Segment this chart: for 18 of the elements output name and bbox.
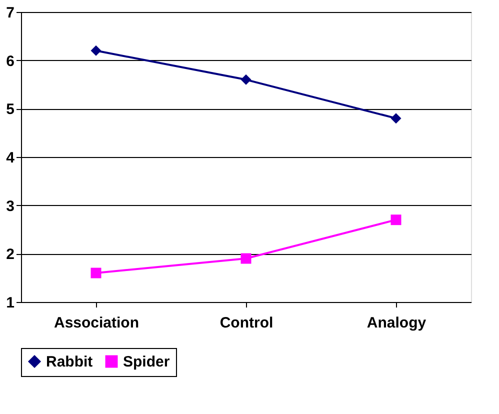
x-tick-label: Association — [54, 314, 140, 332]
point — [240, 74, 252, 85]
y-tick-label: 6 — [6, 52, 14, 70]
point — [240, 253, 252, 264]
y-tick-label: 5 — [6, 101, 14, 118]
legend-label: Rabbit — [46, 354, 93, 371]
y-tick-label: 4 — [6, 150, 16, 166]
x-tick-label: Analogy — [366, 314, 427, 332]
y-tick-label: 2 — [6, 246, 14, 264]
x-tick-label: Control — [220, 314, 274, 332]
y-tick-label: 7 — [6, 4, 14, 22]
legend-label: Spider — [123, 354, 170, 371]
point — [90, 45, 102, 56]
point — [390, 214, 402, 226]
y-tick-label: 3 — [6, 198, 14, 215]
y-tick-label: 1 — [6, 294, 14, 312]
point — [90, 268, 102, 278]
point — [390, 113, 402, 124]
